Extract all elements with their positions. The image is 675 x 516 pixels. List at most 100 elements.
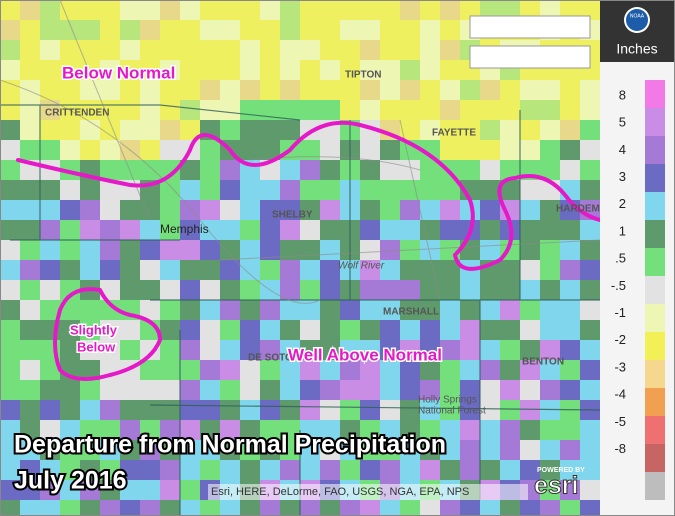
- map-cell: [400, 340, 420, 360]
- map-cell: [300, 300, 320, 320]
- map-cell: [420, 360, 440, 380]
- map-cell: [460, 300, 480, 320]
- place-label: MARSHALL: [383, 307, 439, 318]
- map-cell: [460, 160, 480, 180]
- input-box[interactable]: [469, 15, 591, 39]
- map-cell: [480, 460, 500, 480]
- map-cell: [500, 500, 520, 516]
- map-cell: [520, 80, 540, 100]
- map-cell: [400, 0, 420, 20]
- legend-label: -2: [614, 332, 626, 347]
- map-cell: [280, 280, 300, 300]
- map-cell: [420, 400, 440, 420]
- map-cell: [220, 220, 240, 240]
- map-cell: [360, 240, 380, 260]
- place-label: SHELBY: [272, 210, 313, 221]
- map-cell: [180, 300, 200, 320]
- map-cell: [460, 320, 480, 340]
- map-cell: [160, 280, 180, 300]
- map-cell: [480, 120, 500, 140]
- map-cell: [20, 280, 40, 300]
- map-cell: [300, 240, 320, 260]
- map-cell: [540, 160, 560, 180]
- map-cell: [520, 380, 540, 400]
- map-cell: [320, 100, 340, 120]
- map-cell: [240, 500, 260, 516]
- boundary-curves: [16, 120, 602, 381]
- input-box[interactable]: [469, 45, 591, 69]
- map-cell: [200, 80, 220, 100]
- map-cell: [80, 400, 100, 420]
- map-cell: [180, 340, 200, 360]
- map-cell: [300, 80, 320, 100]
- map-cell: [340, 0, 360, 20]
- map-cell: [480, 420, 500, 440]
- map-cell: [360, 180, 380, 200]
- attribution: Esri, HERE, DeLorme, FAO, USGS, NGA, EPA…: [211, 486, 469, 498]
- map-cell: [180, 240, 200, 260]
- map-cell: [340, 340, 360, 360]
- map-cell: [180, 40, 200, 60]
- map-cell: [20, 140, 40, 160]
- map-cell: [160, 120, 180, 140]
- place-label: Memphis: [160, 222, 209, 236]
- map-cell: [540, 140, 560, 160]
- map-cell: [140, 200, 160, 220]
- map-cell: [520, 360, 540, 380]
- map-cell: [180, 0, 200, 20]
- map-cell: [500, 80, 520, 100]
- map-cell: [200, 180, 220, 200]
- map-cell: [540, 420, 560, 440]
- map-cell: [280, 360, 300, 380]
- map-cell: [200, 320, 220, 340]
- map-cell: [220, 300, 240, 320]
- map-cell: [200, 460, 220, 480]
- map-cell: [560, 140, 580, 160]
- map-cell: [400, 200, 420, 220]
- map-cell: [560, 160, 580, 180]
- map-cell: [540, 500, 560, 516]
- legend-label: .5: [615, 251, 626, 266]
- map-cell: [300, 280, 320, 300]
- map-cell: [360, 500, 380, 516]
- map-cell: [40, 60, 60, 80]
- title-line: July 2016: [14, 467, 127, 495]
- map-cell: [280, 500, 300, 516]
- map-cell: [540, 220, 560, 240]
- map-cell: [320, 200, 340, 220]
- map-cell: [420, 0, 440, 20]
- map-cell: [420, 440, 440, 460]
- annotation: Well Above Normal: [288, 345, 442, 364]
- map-cell: [40, 120, 60, 140]
- map-cell: [360, 200, 380, 220]
- map-cell: [240, 140, 260, 160]
- map-cell: [380, 500, 400, 516]
- map-cell: [160, 400, 180, 420]
- map-cell: [260, 460, 280, 480]
- map-cell: [40, 200, 60, 220]
- map-cell: [340, 40, 360, 60]
- map-cell: [380, 200, 400, 220]
- map-cell: [500, 200, 520, 220]
- map-cell: [160, 200, 180, 220]
- map-cell: [40, 460, 60, 480]
- map-cell: [240, 260, 260, 280]
- map-cell: [460, 200, 480, 220]
- map-cell: [60, 120, 80, 140]
- map-cell: [240, 200, 260, 220]
- map-cell: [500, 260, 520, 280]
- map-cell: [200, 60, 220, 80]
- map-cell: [300, 0, 320, 20]
- map-cell: [20, 240, 40, 260]
- map-cell: [500, 140, 520, 160]
- map-cell: [500, 340, 520, 360]
- map-cell: [220, 120, 240, 140]
- map-cell: [80, 460, 100, 480]
- map-cell: [140, 440, 160, 460]
- map-cell: [260, 240, 280, 260]
- legend-unit: Inches: [616, 41, 657, 57]
- map-cell: [260, 60, 280, 80]
- map-cell: [360, 360, 380, 380]
- map-cell: [480, 500, 500, 516]
- map-cell: [20, 320, 40, 340]
